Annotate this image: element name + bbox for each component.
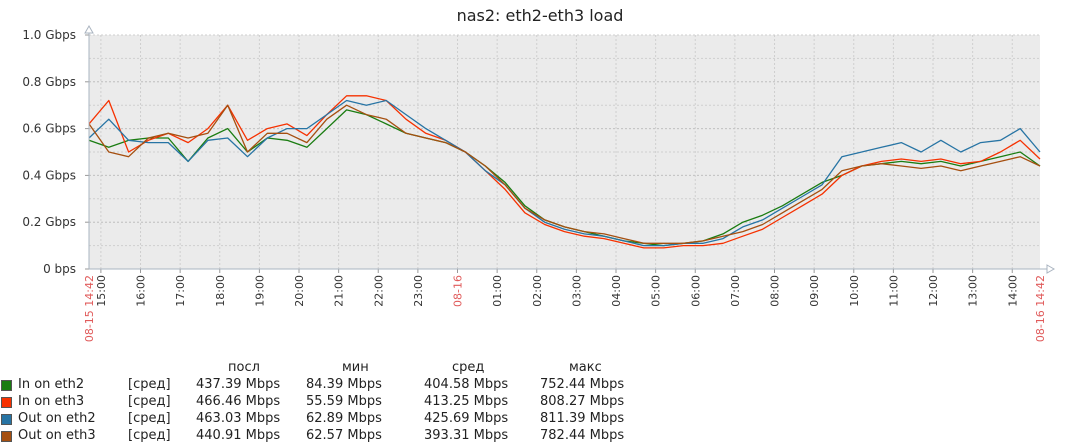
x-tick-label: 15:00	[95, 275, 108, 307]
x-axis-arrow-icon	[1046, 264, 1056, 274]
legend-row: In on eth2 [сред] 437.39 Mbps 84.39 Mbps 404…	[0, 377, 700, 394]
x-tick-label: 23:00	[412, 275, 425, 307]
legend-max: 752.44 Mbps	[540, 377, 625, 392]
legend-avg: 393.31 Mbps	[424, 428, 509, 443]
legend-min: 55.59 Mbps	[306, 394, 382, 409]
legend-color-swatch	[1, 414, 12, 425]
x-tick-label: 10:00	[848, 275, 861, 307]
series-line-out-on-eth3	[88, 104, 1041, 244]
y-tick-label: 0.6 Gbps	[22, 122, 76, 136]
x-edge-label: 08-16 14:42	[1034, 275, 1047, 342]
legend-last: 437.39 Mbps	[196, 377, 281, 392]
legend-last: 466.46 Mbps	[196, 394, 281, 409]
chart-title: nas2: eth2-eth3 load	[457, 6, 624, 25]
y-tick-label: 0.4 Gbps	[22, 168, 76, 182]
x-tick-label: 13:00	[967, 275, 980, 307]
legend-name: Out on eth2	[18, 411, 96, 426]
series-line-in-on-eth3	[88, 95, 1041, 249]
legend-func: [сред]	[128, 428, 171, 443]
legend-name: Out on eth3	[18, 428, 96, 443]
legend-name: In on eth2	[18, 377, 85, 392]
header-avg: сред	[452, 360, 485, 375]
y-tick-label: 1.0 Gbps	[22, 28, 76, 42]
legend-avg: 413.25 Mbps	[424, 394, 509, 409]
legend-avg: 404.58 Mbps	[424, 377, 509, 392]
legend-row: Out on eth3 [сред] 440.91 Mbps 62.57 Mbps 39…	[0, 428, 700, 445]
x-tick-label: 17:00	[174, 275, 187, 307]
x-tick-label: 22:00	[372, 275, 385, 307]
x-tick-label: 16:00	[135, 275, 148, 307]
y-tick-label: 0.8 Gbps	[22, 75, 76, 89]
y-tick-label: 0.2 Gbps	[22, 215, 76, 229]
legend-max: 808.27 Mbps	[540, 394, 625, 409]
x-tick-label: 09:00	[808, 275, 821, 307]
legend-color-swatch	[1, 380, 12, 391]
legend-name: In on eth3	[18, 394, 85, 409]
x-tick-label: 12:00	[927, 275, 940, 307]
legend-color-swatch	[1, 431, 12, 442]
legend-min: 84.39 Mbps	[306, 377, 382, 392]
x-tick-label: 06:00	[689, 275, 702, 307]
x-tick-label: 03:00	[570, 275, 583, 307]
x-tick-label: 01:00	[491, 275, 504, 307]
y-axis-arrow-icon	[84, 24, 94, 34]
legend-row: In on eth3 [сред] 466.46 Mbps 55.59 Mbps 413…	[0, 394, 700, 411]
x-tick-label: 19:00	[253, 275, 266, 307]
x-tick-label: 11:00	[887, 275, 900, 307]
x-tick-label: 04:00	[610, 275, 623, 307]
header-max: макс	[569, 360, 602, 375]
series-line-out-on-eth2	[88, 99, 1041, 247]
legend-func: [сред]	[128, 411, 171, 426]
legend-max: 782.44 Mbps	[540, 428, 625, 443]
legend-func: [сред]	[128, 394, 171, 409]
x-tick-label: 08-16	[452, 275, 465, 307]
legend-last: 440.91 Mbps	[196, 428, 281, 443]
legend-avg: 425.69 Mbps	[424, 411, 509, 426]
x-tick-label: 02:00	[531, 275, 544, 307]
legend-color-swatch	[1, 397, 12, 408]
legend-last: 463.03 Mbps	[196, 411, 281, 426]
x-tick-label: 21:00	[333, 275, 346, 307]
x-tick-label: 20:00	[293, 275, 306, 307]
y-tick-label: 0 bps	[43, 262, 76, 276]
legend-min: 62.89 Mbps	[306, 411, 382, 426]
legend-func: [сред]	[128, 377, 171, 392]
x-tick-label: 07:00	[729, 275, 742, 307]
x-tick-label: 14:00	[1006, 275, 1019, 307]
header-last: посл	[228, 360, 260, 375]
x-tick-label: 08:00	[769, 275, 782, 307]
legend-max: 811.39 Mbps	[540, 411, 625, 426]
legend-min: 62.57 Mbps	[306, 428, 382, 443]
x-tick-label: 05:00	[650, 275, 663, 307]
x-tick-label: 18:00	[214, 275, 227, 307]
legend-row: Out on eth2 [сред] 463.03 Mbps 62.89 Mbps 42…	[0, 411, 700, 428]
load-chart: 15:00 16:00 17:00 18:00 19:00 20:00 21:00 22:00…	[22, 6, 1056, 342]
header-min: мин	[342, 360, 369, 375]
legend-header: посл мин сред макс	[0, 360, 700, 377]
x-edge-label: 08-15 14:42	[83, 275, 96, 342]
